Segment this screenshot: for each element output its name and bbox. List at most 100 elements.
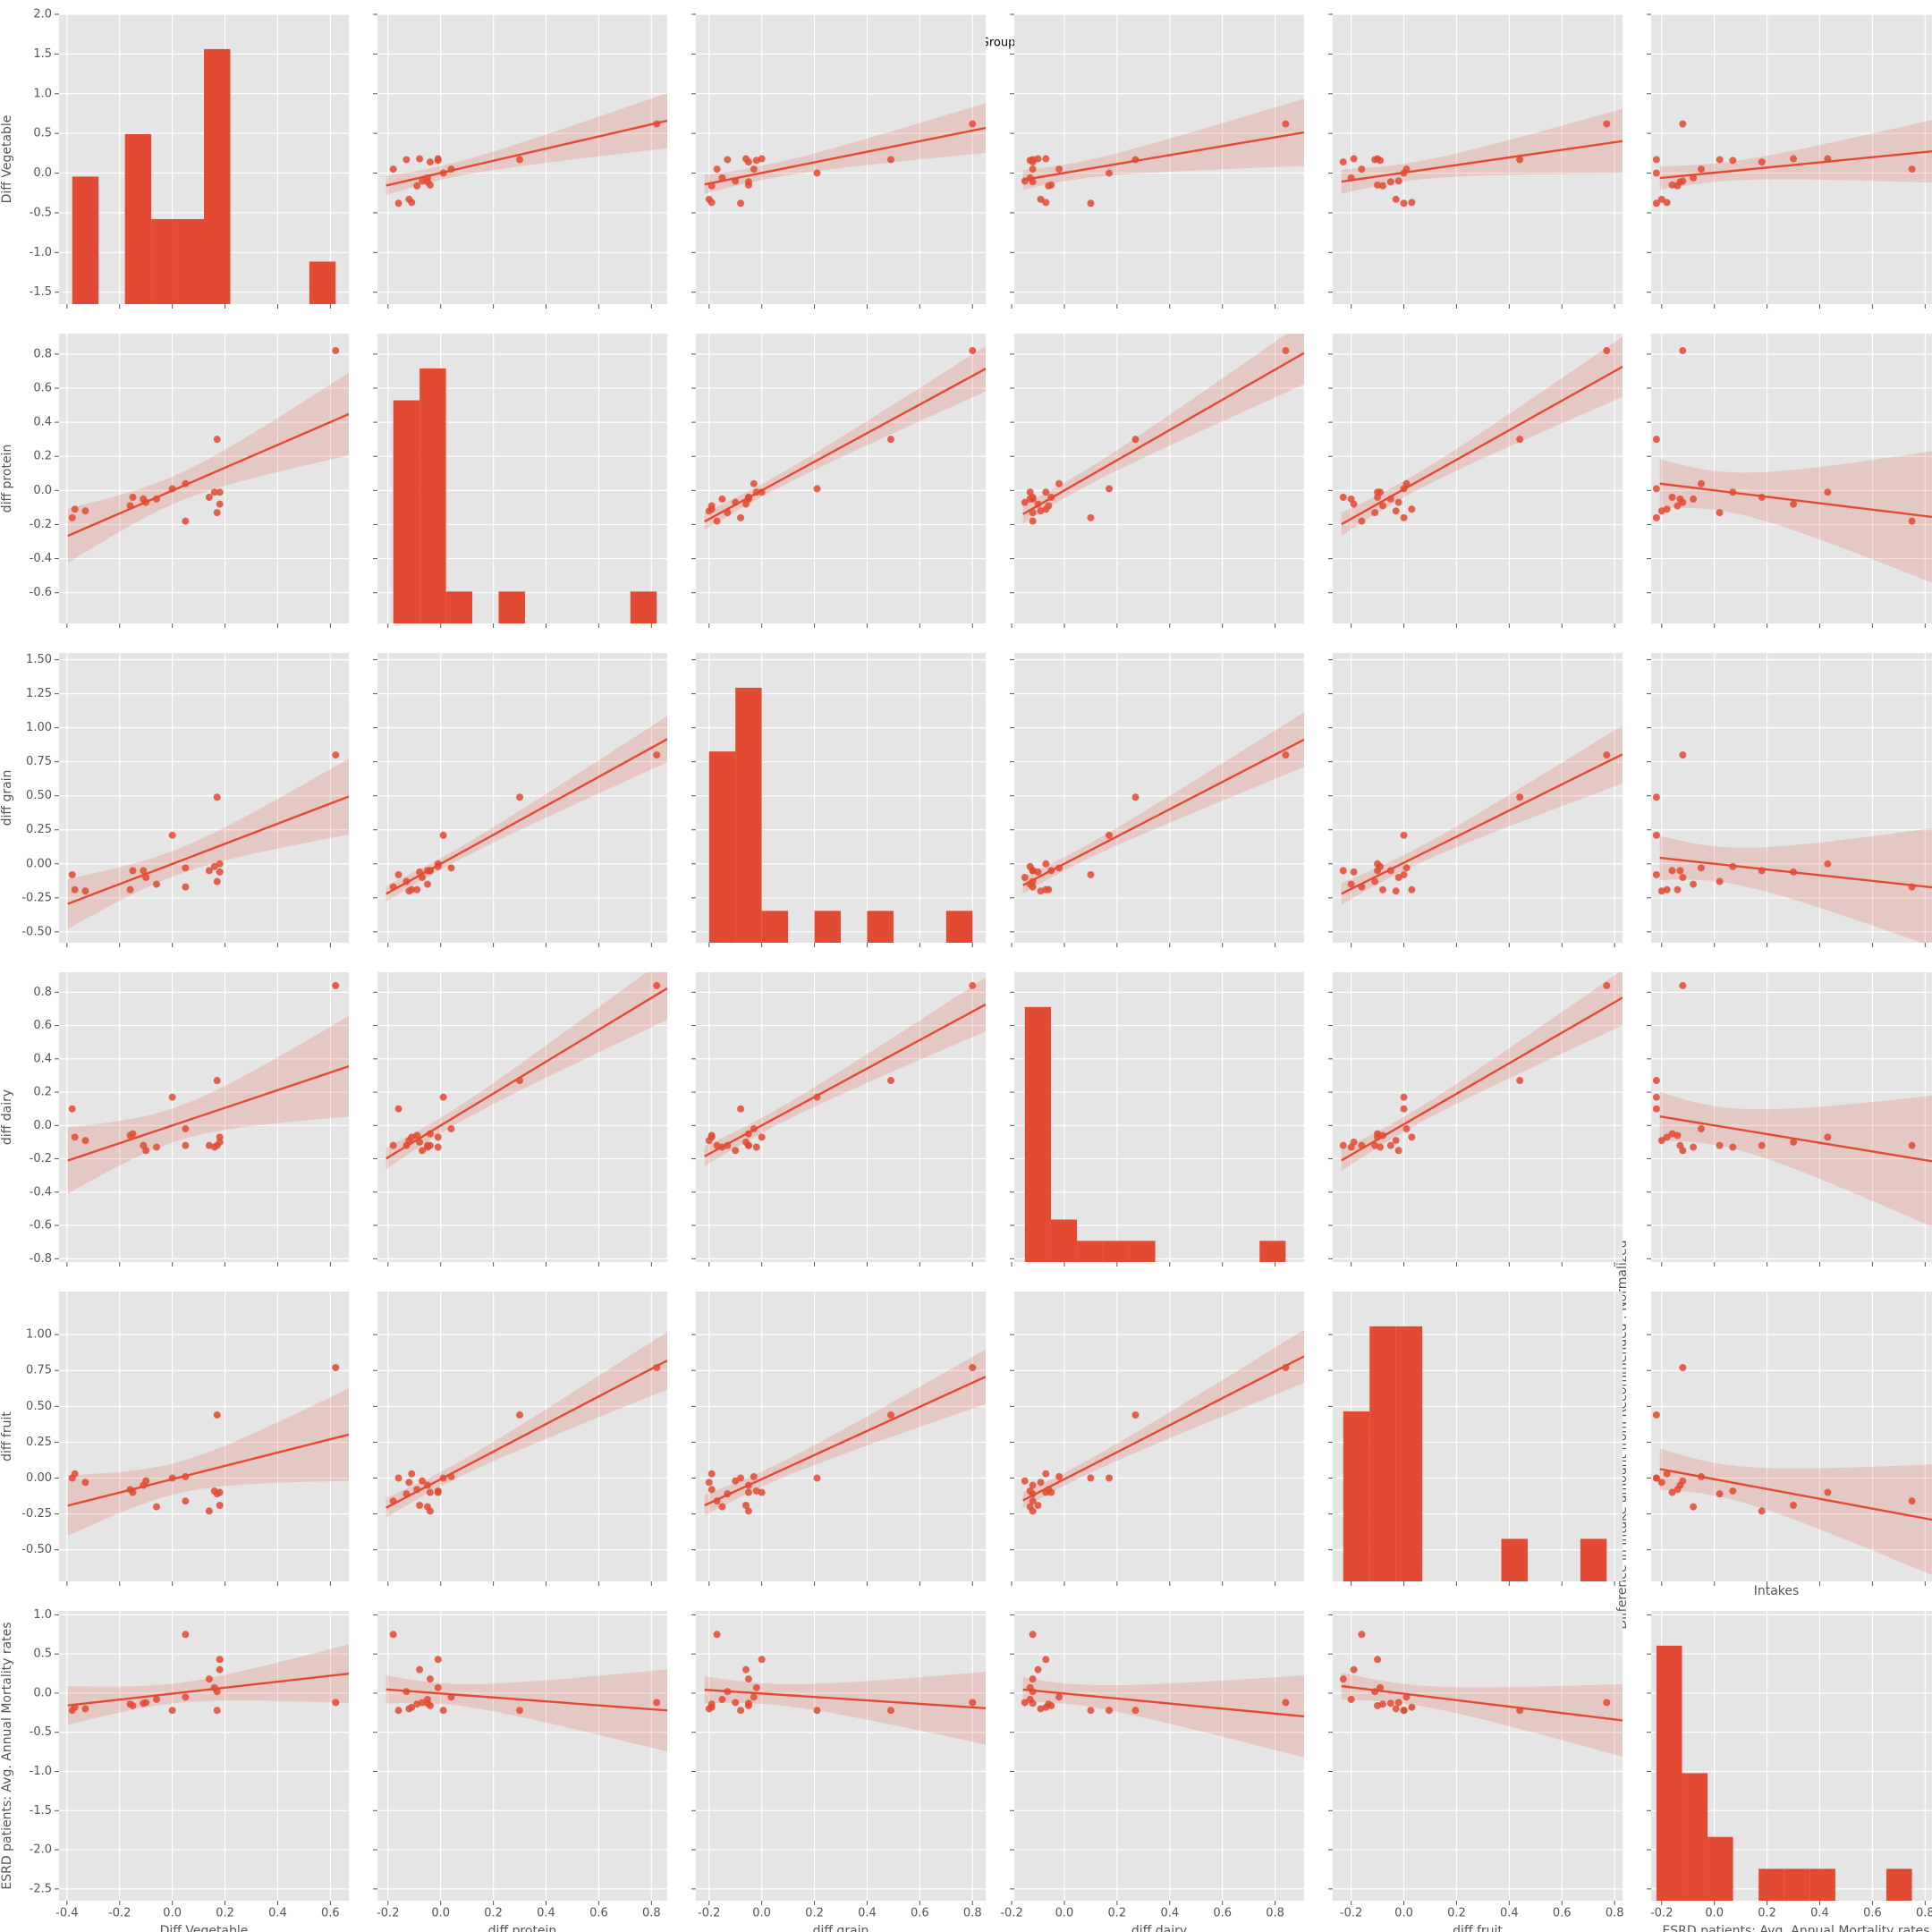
scatter-point (1371, 1688, 1379, 1696)
scatter-point (1408, 1133, 1416, 1141)
scatter-point (1516, 793, 1524, 801)
scatter-point (752, 1683, 760, 1691)
scatter-point (402, 1490, 411, 1498)
scatter-point (1400, 1105, 1408, 1113)
y-tick-label: -2.0 (30, 1843, 52, 1857)
panel-background (377, 1611, 667, 1901)
scatter-point (1402, 1693, 1411, 1701)
panel (1010, 653, 1304, 947)
x-tick-label: 0.4 (858, 1907, 877, 1920)
confidence-band (1022, 334, 1304, 524)
scatter-point (1657, 507, 1665, 515)
scatter-point (1029, 1631, 1037, 1639)
scatter-point (213, 436, 221, 444)
annotation: Intakes (1754, 1584, 1800, 1598)
scatter-point (886, 436, 894, 444)
scatter-point (423, 1481, 431, 1489)
scatter-point (750, 479, 758, 487)
x-tick-label: -0.4 (55, 1907, 78, 1920)
panel (373, 972, 667, 1267)
panel-background (59, 1292, 349, 1581)
scatter-point (1042, 1488, 1050, 1496)
scatter-point (447, 1472, 455, 1480)
scatter-point (1400, 1093, 1408, 1101)
histogram-bar (735, 687, 762, 943)
panel (691, 653, 986, 947)
scatter-point (1716, 1141, 1724, 1149)
panel (373, 1292, 667, 1586)
scatter-point (1729, 862, 1737, 870)
histogram-bar (1077, 1241, 1104, 1262)
x-tick-label: 0.0 (752, 1907, 771, 1920)
scatter-point (1282, 120, 1290, 128)
x-tick-label: 0.4 (1810, 1907, 1829, 1920)
scatter-point (516, 793, 524, 801)
x-tick-label: 0.0 (163, 1907, 182, 1920)
scatter-point (969, 347, 977, 355)
scatter-point (402, 1141, 411, 1149)
scatter-point (1021, 873, 1029, 881)
scatter-point (708, 1470, 716, 1478)
scatter-point (708, 182, 716, 190)
scatter-point (713, 517, 721, 525)
scatter-point (1652, 1105, 1660, 1113)
histogram-bar (1758, 1868, 1784, 1901)
scatter-point (389, 165, 397, 174)
x-tick-label: -0.2 (108, 1907, 131, 1920)
x-tick-label: 0.8 (1606, 1907, 1624, 1920)
y-tick-label: 0.6 (33, 1019, 52, 1032)
scatter-point (750, 1693, 758, 1701)
scatter-point (1697, 1125, 1705, 1133)
scatter-point (68, 513, 76, 521)
scatter-point (205, 867, 213, 875)
scatter-point (1790, 155, 1798, 163)
y-tick-label: 0.75 (26, 755, 52, 768)
scatter-point (886, 1411, 894, 1419)
scatter-point (1908, 165, 1916, 174)
scatter-point (1374, 488, 1382, 496)
histogram-bar (151, 218, 178, 304)
scatter-point (1402, 1125, 1411, 1133)
scatter-point (182, 517, 190, 525)
scatter-point (142, 498, 150, 506)
scatter-point (1350, 868, 1358, 876)
scatter-point (1087, 1474, 1095, 1482)
scatter-point (1045, 182, 1053, 190)
x-tick-label: 0.2 (805, 1907, 824, 1920)
scatter-point (394, 1105, 402, 1113)
scatter-point (653, 751, 661, 759)
scatter-point (416, 155, 424, 163)
scatter-point (1716, 877, 1724, 886)
scatter-point (1377, 1683, 1385, 1691)
scatter-point (416, 868, 424, 876)
histogram-bar (708, 751, 736, 943)
scatter-point (1047, 867, 1055, 875)
x-tick-label: 0.2 (1108, 1907, 1127, 1920)
scatter-point (182, 1631, 190, 1639)
scatter-point (168, 1474, 176, 1482)
scatter-point (1824, 155, 1832, 163)
panel: -0.2 0.0 0.2 0.4 0.6 0.8 diff protein (373, 1611, 667, 1932)
scatter-point (81, 1705, 89, 1713)
scatter-point (1358, 883, 1366, 891)
scatter-point (713, 1497, 721, 1505)
x-tick-label: 0.4 (537, 1907, 555, 1920)
scatter-point (213, 1141, 221, 1149)
scatter-point (1652, 1474, 1660, 1482)
scatter-point (1371, 156, 1379, 164)
scatter-point (1371, 1141, 1379, 1149)
scatter-point (426, 867, 434, 875)
scatter-point (732, 177, 740, 185)
scatter-point (1347, 174, 1355, 182)
scatter-point (1402, 479, 1411, 487)
scatter-point (1087, 1707, 1095, 1715)
panel: -1.5 -1.0 -0.5 0.0 0.5 1.0 1.5 2.0 Diff Vegetabl… (0, 8, 349, 309)
scatter-point (413, 1486, 421, 1494)
scatter-point (737, 1707, 745, 1715)
histogram-bar (445, 591, 473, 623)
scatter-point (813, 485, 821, 493)
scatter-point (1400, 870, 1408, 878)
scatter-point (1652, 169, 1660, 177)
scatter-point (1729, 488, 1737, 496)
scatter-point (813, 169, 821, 177)
